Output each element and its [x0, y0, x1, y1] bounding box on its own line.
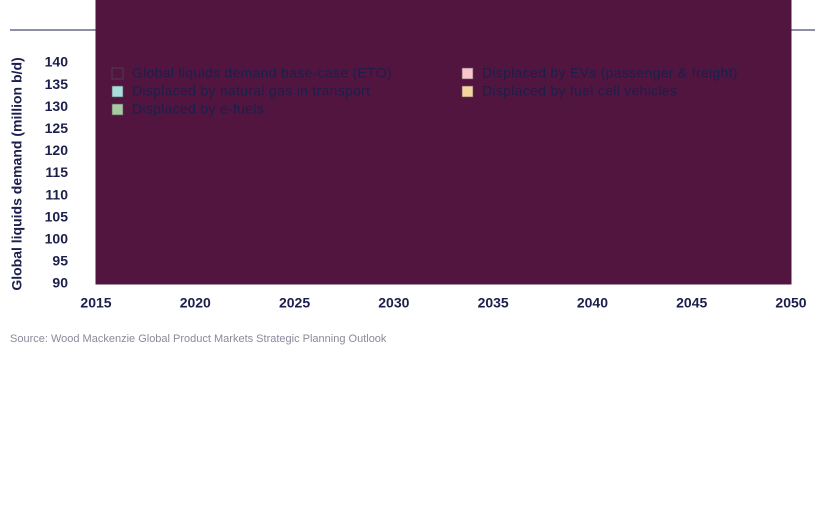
legend-label: Displaced by e-fuels — [132, 101, 264, 117]
x-tick-label: 2020 — [180, 295, 211, 311]
legend-label: Displaced by fuel cell vehicles — [482, 83, 677, 99]
y-tick-label: 100 — [45, 231, 69, 247]
legend-label: Global liquids demand base-case (ETO) — [132, 65, 392, 81]
legend-swatch — [111, 85, 124, 98]
y-tick-label: 90 — [52, 275, 68, 291]
y-axis-label: Global liquids demand (million b/d) — [9, 57, 25, 290]
y-tick-label: 135 — [45, 76, 69, 92]
legend-swatch — [111, 67, 124, 80]
legend-label: Displaced by natural gas in transport — [132, 83, 370, 99]
y-tick-label: 125 — [45, 120, 69, 136]
x-tick-label: 2015 — [80, 295, 111, 311]
x-tick-label: 2030 — [378, 295, 409, 311]
area — [95, 0, 792, 285]
y-tick-label: 140 — [45, 54, 69, 70]
source: Source: Wood Mackenzie Global Product Ma… — [10, 333, 387, 345]
y-tick-label: 120 — [45, 142, 69, 158]
x-tick-label: 2035 — [478, 295, 509, 311]
y-tick-label: 130 — [45, 98, 69, 114]
legend-label: Displaced by EVs (passenger & freight) — [482, 65, 738, 81]
y-tick-label: 105 — [45, 208, 69, 224]
legend-swatch — [461, 85, 474, 98]
y-tick-label: 115 — [45, 164, 68, 180]
x-tick-label: 2040 — [577, 295, 608, 311]
x-tick-label: 2045 — [676, 295, 707, 311]
x-tick-label: 2025 — [279, 295, 310, 311]
y-tick-label: 95 — [52, 253, 68, 269]
x-tick-label: 2050 — [775, 295, 806, 311]
legend-swatch — [461, 67, 474, 80]
y-tick-label: 110 — [45, 186, 68, 202]
legend-swatch — [111, 103, 124, 116]
